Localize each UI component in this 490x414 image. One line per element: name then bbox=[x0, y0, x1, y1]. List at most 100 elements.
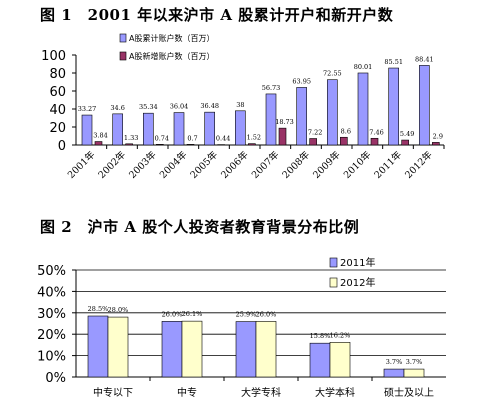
chart1-x-tick-label: 2002年 bbox=[96, 148, 129, 181]
chart1-data-label-new: 5.49 bbox=[400, 130, 414, 138]
chart2-legend-label: 2012年 bbox=[340, 276, 375, 289]
chart2-bar-2011 bbox=[161, 321, 183, 378]
chart2-bar-2012 bbox=[181, 320, 203, 378]
chart2-y-tick-label: 20% bbox=[37, 328, 66, 343]
chart1-bar-new bbox=[278, 127, 287, 146]
chart1-data-label-cumulative: 33.27 bbox=[78, 105, 97, 113]
chart1-x-tick-label: 2012年 bbox=[402, 148, 435, 181]
chart1-x-tick-label: 2007年 bbox=[249, 148, 282, 181]
chart1-legend-label: A股累计账户数（百万） bbox=[129, 33, 214, 43]
chart1-bar-new bbox=[125, 143, 133, 146]
chart1-bar-new bbox=[309, 138, 317, 146]
chart2-data-label-2012: 3.7% bbox=[406, 358, 423, 366]
chart2-legend: 2011年 2012年 bbox=[329, 256, 375, 289]
chart1-y-tick-label: 60 bbox=[49, 85, 66, 100]
chart2-legend-swatch bbox=[329, 257, 338, 268]
chart2-data-label-2012: 16.2% bbox=[330, 331, 351, 339]
chart1-bar-new bbox=[94, 141, 103, 146]
chart2-data-label-2011: 28.5% bbox=[88, 305, 109, 313]
chart1-x-tick-label: 2001年 bbox=[65, 148, 98, 181]
chart1-bar-cumulative bbox=[143, 112, 154, 146]
chart2-data-label-2012: 28.0% bbox=[108, 306, 129, 314]
chart1-y-tick-label: 0 bbox=[58, 139, 66, 154]
chart1-bar-cumulative bbox=[296, 87, 307, 146]
chart2-y-tick-label: 40% bbox=[37, 285, 66, 300]
chart1-bar-cumulative bbox=[388, 67, 399, 146]
chart2-data-label-2011: 26.0% bbox=[162, 310, 183, 318]
chart1-data-label-cumulative: 63.95 bbox=[292, 77, 311, 85]
chart1-y-tick-label: 40 bbox=[49, 103, 66, 118]
chart1-data-label-new: 0.7 bbox=[187, 134, 197, 142]
chart1-data-label-new: 1.33 bbox=[124, 134, 138, 142]
chart1-data-label-cumulative: 72.55 bbox=[323, 70, 342, 78]
chart1-data-label-cumulative: 34.6 bbox=[110, 104, 124, 112]
chart1-bar-new bbox=[186, 144, 195, 146]
chart1-bar-cumulative bbox=[235, 110, 246, 146]
chart2-y-tick-label: 10% bbox=[37, 350, 66, 365]
chart2-y-tick-label: 30% bbox=[37, 307, 66, 322]
chart1-bar-new bbox=[401, 139, 409, 146]
chart2-data-label-2012: 26.0% bbox=[256, 310, 277, 318]
chart1-data-label-cumulative: 38 bbox=[236, 101, 244, 109]
chart1-bar-new bbox=[156, 144, 164, 146]
chart1-bar-new bbox=[432, 142, 440, 146]
chart2-x-tick-label: 中专以下 bbox=[93, 386, 133, 399]
chart2-bar-2011 bbox=[87, 315, 109, 378]
chart1-x-tick-label: 2011年 bbox=[372, 148, 405, 181]
chart1-data-label-new: 18.73 bbox=[275, 118, 294, 126]
chart1-bar-cumulative bbox=[204, 111, 215, 146]
chart1-legend-label: A股新增账户数（百万） bbox=[129, 51, 214, 61]
chart1-x-tick-label: 2010年 bbox=[341, 148, 374, 181]
chart1-bar-new bbox=[370, 137, 379, 146]
chart1-x-tick-label: 2008年 bbox=[280, 148, 313, 181]
chart2-bar-2012 bbox=[107, 316, 129, 378]
chart1-data-label-new: 0.44 bbox=[216, 135, 230, 143]
chart2-data-label-2011: 25.9% bbox=[236, 311, 257, 319]
chart2-bar-2011 bbox=[383, 368, 405, 378]
chart2-x-tick-label: 大学专科 bbox=[241, 386, 281, 399]
chart1-x-tick-label: 2004年 bbox=[157, 148, 190, 181]
chart1-data-label-cumulative: 88.41 bbox=[415, 55, 434, 63]
chart1-x-tick-label: 2006年 bbox=[218, 148, 251, 181]
figure1-title: 图 1 2001 年以来沪市 A 股累计开户和新开户数 bbox=[40, 6, 394, 24]
chart2-y-tick-label: 0% bbox=[45, 371, 66, 386]
chart1-data-label-cumulative: 36.48 bbox=[200, 102, 219, 110]
figure2-title: 图 2 沪市 A 股个人投资者教育背景分布比例 bbox=[40, 218, 360, 236]
chart1-bar-new bbox=[248, 143, 256, 146]
chart2-x-tick-label: 硕士及以上 bbox=[384, 386, 434, 399]
chart1-data-label-new: 0.74 bbox=[155, 134, 169, 142]
chart2-data-label-2011: 3.7% bbox=[386, 358, 403, 366]
chart1-bar-cumulative bbox=[173, 112, 185, 146]
chart2-data-label-2012: 26.1% bbox=[182, 310, 203, 318]
chart1-bar-new bbox=[340, 136, 348, 146]
chart1-bar-cumulative bbox=[265, 93, 277, 146]
chart1-data-label-cumulative: 36.04 bbox=[170, 103, 189, 111]
chart1-data-label-new: 7.22 bbox=[308, 129, 322, 137]
chart2-bar-2012 bbox=[403, 368, 425, 378]
chart1-data-label-cumulative: 56.73 bbox=[262, 84, 281, 92]
chart2-bar-2012 bbox=[255, 321, 277, 378]
chart1-x-tick-label: 2005年 bbox=[188, 148, 221, 181]
chart2-y-tick-label: 50% bbox=[37, 264, 66, 279]
chart1-data-label-new: 2.9 bbox=[433, 132, 443, 140]
chart1-data-label-new: 7.46 bbox=[369, 128, 383, 136]
chart2-bar-2011 bbox=[235, 321, 257, 378]
chart1-legend-swatch bbox=[119, 51, 127, 61]
chart1-data-label-new: 1.52 bbox=[247, 134, 261, 142]
chart1-bar-cumulative bbox=[357, 72, 369, 146]
chart2-legend-swatch bbox=[329, 277, 338, 288]
chart2-bar-2012 bbox=[329, 342, 351, 378]
chart1-data-label-cumulative: 80.01 bbox=[354, 63, 373, 71]
chart1-data-label-new: 8.6 bbox=[341, 127, 351, 135]
chart1-bar-new bbox=[217, 144, 225, 146]
chart1-y-tick-label: 100 bbox=[41, 49, 66, 64]
chart1-y-tick-label: 20 bbox=[49, 121, 66, 136]
chart1-bar-cumulative bbox=[419, 65, 430, 146]
chart2-bar-2011 bbox=[309, 342, 331, 378]
chart1-bar-cumulative bbox=[81, 114, 93, 146]
chart1-bar-cumulative bbox=[327, 79, 338, 146]
chart1-account-counts: 0 20 40 60 80 100 33.27 3.84 2001年 34.6 1.33 2002年 3… bbox=[41, 33, 445, 181]
chart2-legend-label: 2011年 bbox=[340, 256, 375, 269]
chart1-data-label-new: 3.84 bbox=[93, 132, 107, 140]
